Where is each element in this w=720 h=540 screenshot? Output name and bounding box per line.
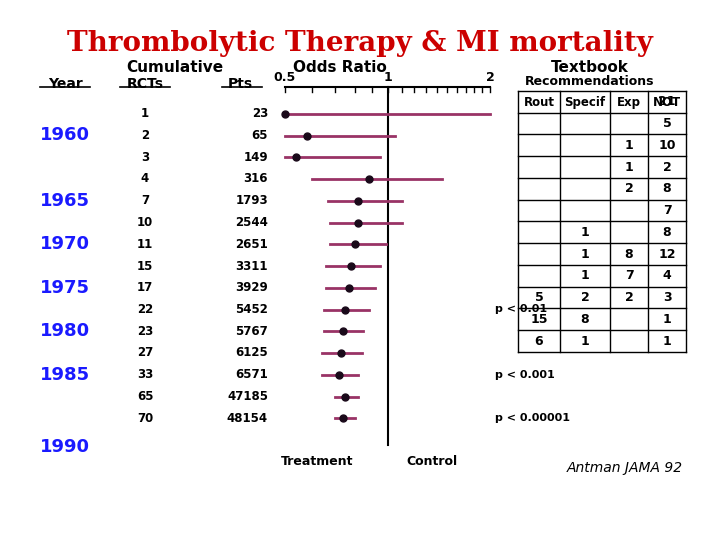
Text: 1960: 1960	[40, 126, 90, 145]
Text: 1: 1	[625, 139, 634, 152]
Text: 5767: 5767	[235, 325, 268, 338]
Text: 3311: 3311	[235, 260, 268, 273]
Text: NOT: NOT	[653, 96, 681, 110]
Text: Treatment: Treatment	[281, 455, 353, 468]
Text: Cumulative: Cumulative	[127, 60, 224, 75]
Text: 8: 8	[662, 183, 671, 195]
Text: 2: 2	[625, 183, 634, 195]
Text: 1985: 1985	[40, 366, 90, 384]
Text: 1: 1	[580, 226, 590, 239]
Text: p < 0.00001: p < 0.00001	[495, 413, 570, 423]
Text: 10: 10	[658, 139, 676, 152]
Text: 2: 2	[662, 160, 671, 173]
Text: p < 0.001: p < 0.001	[495, 370, 554, 380]
Text: 1: 1	[141, 107, 149, 120]
Text: 1980: 1980	[40, 322, 90, 340]
Text: Recommendations: Recommendations	[526, 75, 654, 88]
Text: 0.5: 0.5	[274, 71, 296, 84]
Text: 27: 27	[137, 347, 153, 360]
Text: 8: 8	[625, 247, 634, 260]
Text: 7: 7	[625, 269, 634, 282]
Text: 1: 1	[383, 71, 392, 84]
Text: 1: 1	[580, 247, 590, 260]
Text: 1970: 1970	[40, 235, 90, 253]
Text: 22: 22	[137, 303, 153, 316]
Text: 6571: 6571	[235, 368, 268, 381]
Text: 3: 3	[141, 151, 149, 164]
Text: 3: 3	[662, 291, 671, 304]
Text: 7: 7	[141, 194, 149, 207]
Text: Thrombolytic Therapy & MI mortality: Thrombolytic Therapy & MI mortality	[67, 30, 653, 57]
Text: 1793: 1793	[235, 194, 268, 207]
Text: 5: 5	[535, 291, 544, 304]
Text: 2544: 2544	[235, 216, 268, 229]
Text: 1: 1	[580, 335, 590, 348]
Text: 7: 7	[662, 204, 671, 217]
Text: Year: Year	[48, 77, 82, 91]
Text: 12: 12	[658, 247, 676, 260]
Text: 48154: 48154	[227, 411, 268, 425]
Text: 1: 1	[625, 160, 634, 173]
Text: 70: 70	[137, 411, 153, 425]
Text: 15: 15	[530, 313, 548, 326]
Text: 4: 4	[662, 269, 671, 282]
Text: 1: 1	[580, 269, 590, 282]
Text: 1990: 1990	[40, 437, 90, 456]
Text: 65: 65	[137, 390, 153, 403]
Text: 5452: 5452	[235, 303, 268, 316]
Text: 2: 2	[625, 291, 634, 304]
Text: 316: 316	[243, 172, 268, 186]
Text: 2651: 2651	[235, 238, 268, 251]
Text: 6: 6	[535, 335, 544, 348]
Text: 65: 65	[251, 129, 268, 142]
Text: 149: 149	[243, 151, 268, 164]
Text: 10: 10	[137, 216, 153, 229]
Text: Textbook: Textbook	[551, 60, 629, 75]
Text: 1: 1	[662, 335, 671, 348]
Text: Exp: Exp	[617, 96, 641, 110]
Text: 4: 4	[141, 172, 149, 186]
Text: 11: 11	[137, 238, 153, 251]
Text: 2: 2	[141, 129, 149, 142]
Text: 2: 2	[580, 291, 590, 304]
Text: Specif: Specif	[564, 96, 606, 110]
Text: 8: 8	[581, 313, 589, 326]
Text: RCTs: RCTs	[127, 77, 163, 91]
Text: 5: 5	[662, 117, 671, 130]
Text: 23: 23	[252, 107, 268, 120]
Text: 23: 23	[137, 325, 153, 338]
Text: 2: 2	[485, 71, 495, 84]
Text: Rout: Rout	[523, 96, 554, 110]
Text: 21: 21	[658, 95, 676, 109]
Text: Antman JAMA 92: Antman JAMA 92	[567, 461, 683, 475]
Text: Control: Control	[406, 455, 457, 468]
Text: 3929: 3929	[235, 281, 268, 294]
Text: 1965: 1965	[40, 192, 90, 210]
Text: 47185: 47185	[227, 390, 268, 403]
Text: Odds Ratio: Odds Ratio	[293, 60, 387, 75]
Text: 15: 15	[137, 260, 153, 273]
Text: 1975: 1975	[40, 279, 90, 297]
Text: Pts: Pts	[228, 77, 253, 91]
Text: p < 0.01: p < 0.01	[495, 305, 547, 314]
Text: 1: 1	[662, 313, 671, 326]
Text: 6125: 6125	[235, 347, 268, 360]
Text: 33: 33	[137, 368, 153, 381]
Text: 17: 17	[137, 281, 153, 294]
Text: 8: 8	[662, 226, 671, 239]
